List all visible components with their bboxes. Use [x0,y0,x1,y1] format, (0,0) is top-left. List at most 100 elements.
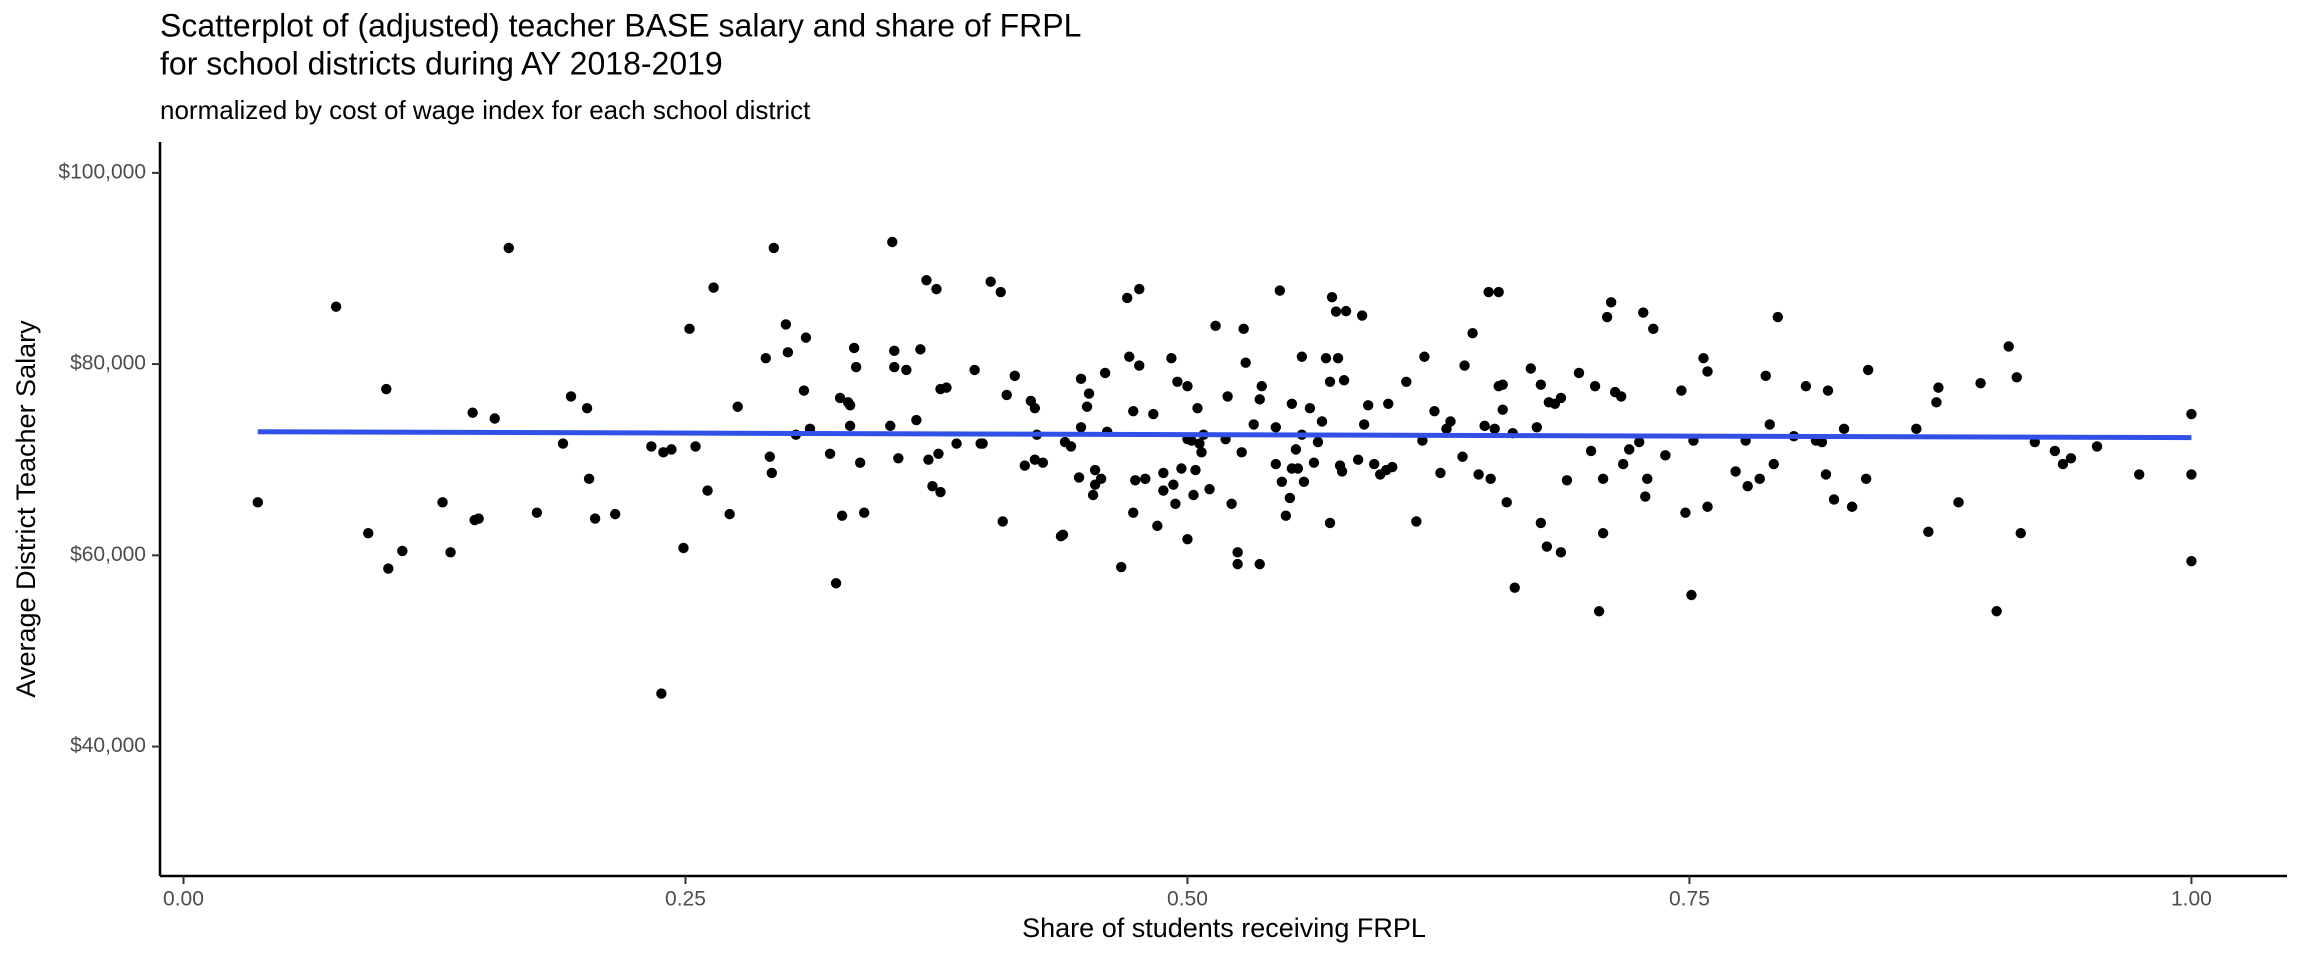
point [1081,401,1093,412]
point [1435,467,1446,479]
point [1196,447,1207,458]
x-axis-title: Share of students receiving FRPL [1022,913,1426,943]
point [1680,507,1691,518]
y-tick-label: $100,000 [58,160,146,183]
point [1467,328,1478,339]
point [830,578,842,589]
point [531,507,543,518]
point [1820,469,1832,480]
point [997,516,1008,527]
point [889,361,900,373]
point [1186,435,1197,446]
point [1975,378,1986,389]
point [887,236,898,248]
point [1308,457,1320,468]
point [1254,394,1265,405]
point [2091,441,2103,452]
point [901,364,912,376]
point [1411,516,1422,527]
trend-line [257,429,2192,441]
point [1176,463,1187,474]
point [1057,529,1069,540]
point [1730,466,1741,477]
point [1445,416,1456,427]
point [1585,445,1597,457]
point [1846,501,1858,512]
point [1274,285,1286,296]
point [1312,436,1324,448]
point [1648,323,1659,335]
point [1095,473,1107,485]
point [1001,389,1012,401]
point [1640,491,1651,502]
point [1489,423,1500,435]
chart-title: Scatterplot of (adjusted) teacher BASE s… [160,7,1081,43]
point [732,401,743,412]
point [1497,404,1508,415]
point [1509,582,1520,593]
point [565,391,577,402]
point [824,448,836,459]
point [1238,323,1249,335]
point [1531,422,1543,433]
point [1615,391,1627,402]
point [1573,367,1585,379]
point [1254,558,1265,570]
point [2003,341,2014,352]
point [583,473,595,485]
point [1483,286,1494,298]
point [1822,385,1834,396]
x-tick-label: 0.50 [1167,888,1208,911]
point [1194,438,1205,449]
point [666,444,677,455]
point [1298,476,1310,487]
point [844,420,856,432]
point [1383,398,1394,409]
point [1256,380,1267,392]
point [1284,492,1296,504]
point [1168,479,1179,490]
point [1128,507,1139,518]
point [800,332,812,343]
y-tick-label: $40,000 [70,734,146,757]
y-axis-title: Average District Teacher Salary [11,320,41,698]
point [445,547,456,558]
point [1192,402,1203,414]
point [941,382,952,393]
point [1009,370,1020,382]
point [760,352,771,364]
point [1148,408,1159,420]
point [1933,382,1944,393]
point [1601,311,1613,323]
point [1760,370,1771,382]
point [1115,561,1127,573]
point [1768,458,1779,470]
point [1128,405,1139,417]
point [1429,405,1440,417]
x-tick-label: 0.00 [163,888,204,911]
point [1075,373,1087,385]
point [1485,473,1496,485]
point [1597,528,1609,539]
point [1166,352,1177,364]
point [2065,453,2077,464]
point [1170,498,1181,509]
point [1190,464,1201,476]
point [1541,541,1553,552]
point [1152,520,1163,532]
point [923,454,934,465]
point [1280,510,1292,521]
point [489,413,500,424]
point [473,513,484,524]
point [1764,419,1775,430]
point [1561,475,1573,486]
point [646,441,657,452]
point [1838,423,1850,435]
point [1686,589,1697,601]
point [557,438,569,449]
point [854,457,866,468]
point [1617,458,1629,470]
point [850,361,862,373]
point [1525,363,1537,374]
point [1742,480,1753,492]
